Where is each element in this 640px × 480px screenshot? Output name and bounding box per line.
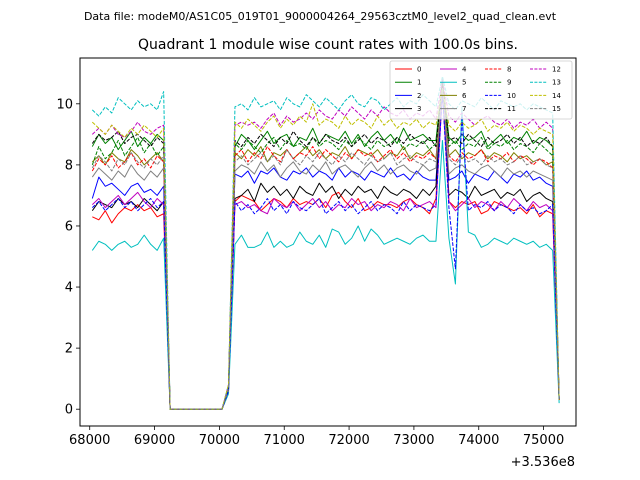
series-line-7 xyxy=(91,88,560,410)
series-line-11 xyxy=(91,81,560,410)
legend-label-13: 13 xyxy=(552,79,561,87)
series-line-0 xyxy=(92,81,560,410)
x-tick-label: 73000 xyxy=(393,433,434,448)
legend-label-2: 2 xyxy=(417,92,421,100)
y-tick-label: 10 xyxy=(56,97,73,112)
y-tick-label: 6 xyxy=(65,219,73,234)
legend-label-6: 6 xyxy=(462,92,467,100)
series-line-5 xyxy=(91,106,560,410)
series-line-8 xyxy=(91,88,560,410)
y-tick-label: 0 xyxy=(65,403,73,418)
y-tick-label: 4 xyxy=(65,281,73,296)
y-tick-label: 8 xyxy=(65,158,73,173)
series-layer xyxy=(91,75,560,410)
legend-label-12: 12 xyxy=(552,66,561,74)
legend-label-11: 11 xyxy=(507,105,516,113)
x-tick-label: 71000 xyxy=(264,433,305,448)
series-line-1 xyxy=(91,78,560,410)
y-axis: 0 2 4 6 8 10 xyxy=(56,97,80,418)
legend-label-4: 4 xyxy=(462,66,467,74)
legend-label-5: 5 xyxy=(462,79,466,87)
legend-label-3: 3 xyxy=(417,105,421,113)
series-line-2 xyxy=(91,88,560,410)
legend-label-10: 10 xyxy=(507,92,516,100)
legend-label-15: 15 xyxy=(552,105,561,113)
legend-box xyxy=(389,60,573,120)
x-tick-label: 69000 xyxy=(134,433,175,448)
legend-label-14: 14 xyxy=(552,92,561,100)
x-offset-label: +3.536e8 xyxy=(511,455,575,470)
series-line-15 xyxy=(91,88,560,410)
x-tick-label: 74000 xyxy=(458,433,499,448)
series-line-12 xyxy=(91,78,560,410)
series-line-14 xyxy=(91,88,560,410)
legend-label-8: 8 xyxy=(507,66,511,74)
legend-label-1: 1 xyxy=(417,79,421,87)
x-tick-label: 75000 xyxy=(523,433,564,448)
suptitle: Data file: modeM0/AS1C05_019T01_90000042… xyxy=(84,10,557,23)
x-tick-label: 70000 xyxy=(199,433,240,448)
x-axis: 68000 69000 70000 71000 72000 73000 74000 75000 xyxy=(69,426,564,448)
chart-title: Quadrant 1 module wise count rates with … xyxy=(138,37,518,53)
plot-area xyxy=(91,75,560,410)
legend-label-7: 7 xyxy=(462,105,466,113)
axes-frame xyxy=(79,57,577,427)
legend-label-9: 9 xyxy=(507,79,511,87)
x-tick-label: 68000 xyxy=(69,433,110,448)
legend-label-0: 0 xyxy=(417,66,421,74)
x-tick-label: 72000 xyxy=(328,433,369,448)
y-tick-label: 2 xyxy=(65,342,73,357)
